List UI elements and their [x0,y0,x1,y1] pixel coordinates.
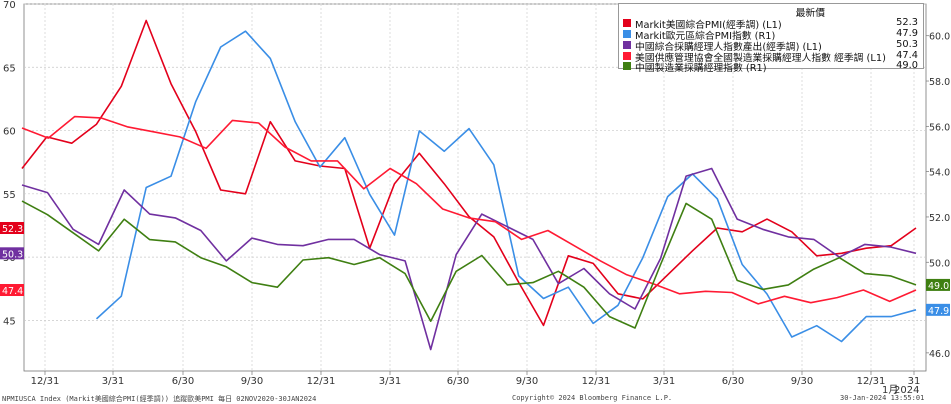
x-tick-label: 12/31 [582,376,611,387]
legend-entry-us-composite[interactable]: Markit美國綜合PMI(經季調) (L1) 52.3 [623,17,918,31]
x-tick-label: 31 [908,376,921,387]
series-4 [21,200,917,329]
right-tick-label: 50.0 [929,258,950,269]
left-tick-label: 55 [3,190,16,201]
series-line [95,30,917,343]
legend-entry-china-manufacturing[interactable]: 中國製造業採購經理指數 (R1) 49.0 [623,60,918,74]
value-tag-label: 47.4 [2,286,23,297]
legend-value: 52.3 [896,17,918,28]
legend-value: 49.0 [896,60,918,71]
value-tag-bg [0,221,24,234]
left-tick-label: 65 [3,63,16,74]
legend-value: 47.9 [896,28,918,39]
legend-entry-eurozone-composite[interactable]: Markit歐元區綜合PMI指數 (R1) 47.9 [623,28,918,42]
value-tag-bg [0,247,24,260]
left-tick-label: 45 [3,316,16,327]
series-0 [21,19,917,327]
value-tag-50.3: 50.3 [0,247,24,260]
footer-copyright: Copyright© 2024 Bloomberg Finance L.P. [512,394,673,402]
x-tick-label: 12/31 [31,376,60,387]
x-tick-label: 3/31 [653,376,675,387]
legend-label: 美國供應管理協會全國製造業採購經理人指數 經季調 (L1) [635,53,886,64]
series-line [21,115,917,305]
value-tag-bg [0,284,24,297]
legend-title: 最新價 [795,8,825,19]
value-tag-52.3: 52.3 [0,221,24,235]
series-line [21,200,917,329]
series-3 [21,115,917,305]
left-tick-label: 70 [3,0,16,11]
left-tick-label: 60 [3,127,16,138]
value-tag-label: 49.0 [928,281,949,292]
value-tag-label: 50.3 [2,249,23,260]
legend-label: 中國製造業採購經理指數 (R1) [635,63,767,74]
series-line [21,19,917,327]
footer-source: NPMIUSCA Index (Markit美國綜合PMI(經季調)) 追蹤歐美… [2,395,317,403]
footer-timestamp: 30-Jan-2024 13:55:01 [840,394,925,402]
series-1 [95,30,917,343]
value-tags: 52.3 50.3 47.4 49.0 47.9 [0,221,950,317]
series-line [21,167,917,351]
value-tag-bg [926,303,950,316]
value-tag-label: 47.9 [928,306,949,317]
x-tick-label: 12/31 [307,376,336,387]
legend-value: 50.3 [896,39,918,50]
x-tick-label: 6/30 [172,376,194,387]
x-tick-label: 3/31 [102,376,124,387]
x-year-label: 2024 [894,385,919,396]
legend-entry-us-ism[interactable]: 美國供應管理協會全國製造業採購經理人指數 經季調 (L1) 47.4 [623,50,918,64]
value-tag-49.0: 49.0 [926,278,950,292]
legend-entry-china-composite[interactable]: 中國綜合採購經理人指數產出(經季調) (L1) 50.3 [623,39,918,53]
legend-swatch [623,52,631,60]
right-tick-label: 54.0 [929,168,950,179]
x-tick-label: 9/30 [516,376,538,387]
x-tick-label: 6/30 [447,376,469,387]
legend: 最新價 Markit美國綜合PMI(經季調) (L1) 52.3 Markit歐… [618,3,924,74]
legend-swatch [623,19,631,27]
legend-swatch [623,62,631,70]
right-tick-label: 58.0 [929,77,950,88]
x-tick-label: 3/31 [379,376,401,387]
x-tick-label: 6/30 [722,376,744,387]
series-2 [21,167,917,351]
legend-swatch [623,30,631,38]
series-layer [21,19,917,351]
legend-label: Markit歐元區綜合PMI指數 (R1) [635,31,776,42]
right-tick-label: 56.0 [929,122,950,133]
legend-value: 47.4 [896,50,918,61]
legend-label: 中國綜合採購經理人指數產出(經季調) (L1) [635,42,822,53]
x-tick-label: 9/30 [791,376,813,387]
value-tag-label: 52.3 [2,224,23,235]
value-tag-47.9: 47.9 [926,303,950,317]
legend-swatch [623,41,631,49]
x-tick-label: 9/30 [241,376,263,387]
value-tag-47.4: 47.4 [0,284,24,297]
right-tick-label: 52.0 [929,213,950,224]
x-month-label: 1月 [882,384,898,396]
legend-label: Markit美國綜合PMI(經季調) (L1) [635,20,782,31]
right-tick-label: 60.0 [929,32,950,43]
value-tag-bg [926,278,950,291]
x-tick-label: 12/31 [857,376,886,387]
right-tick-label: 46.0 [929,349,950,360]
